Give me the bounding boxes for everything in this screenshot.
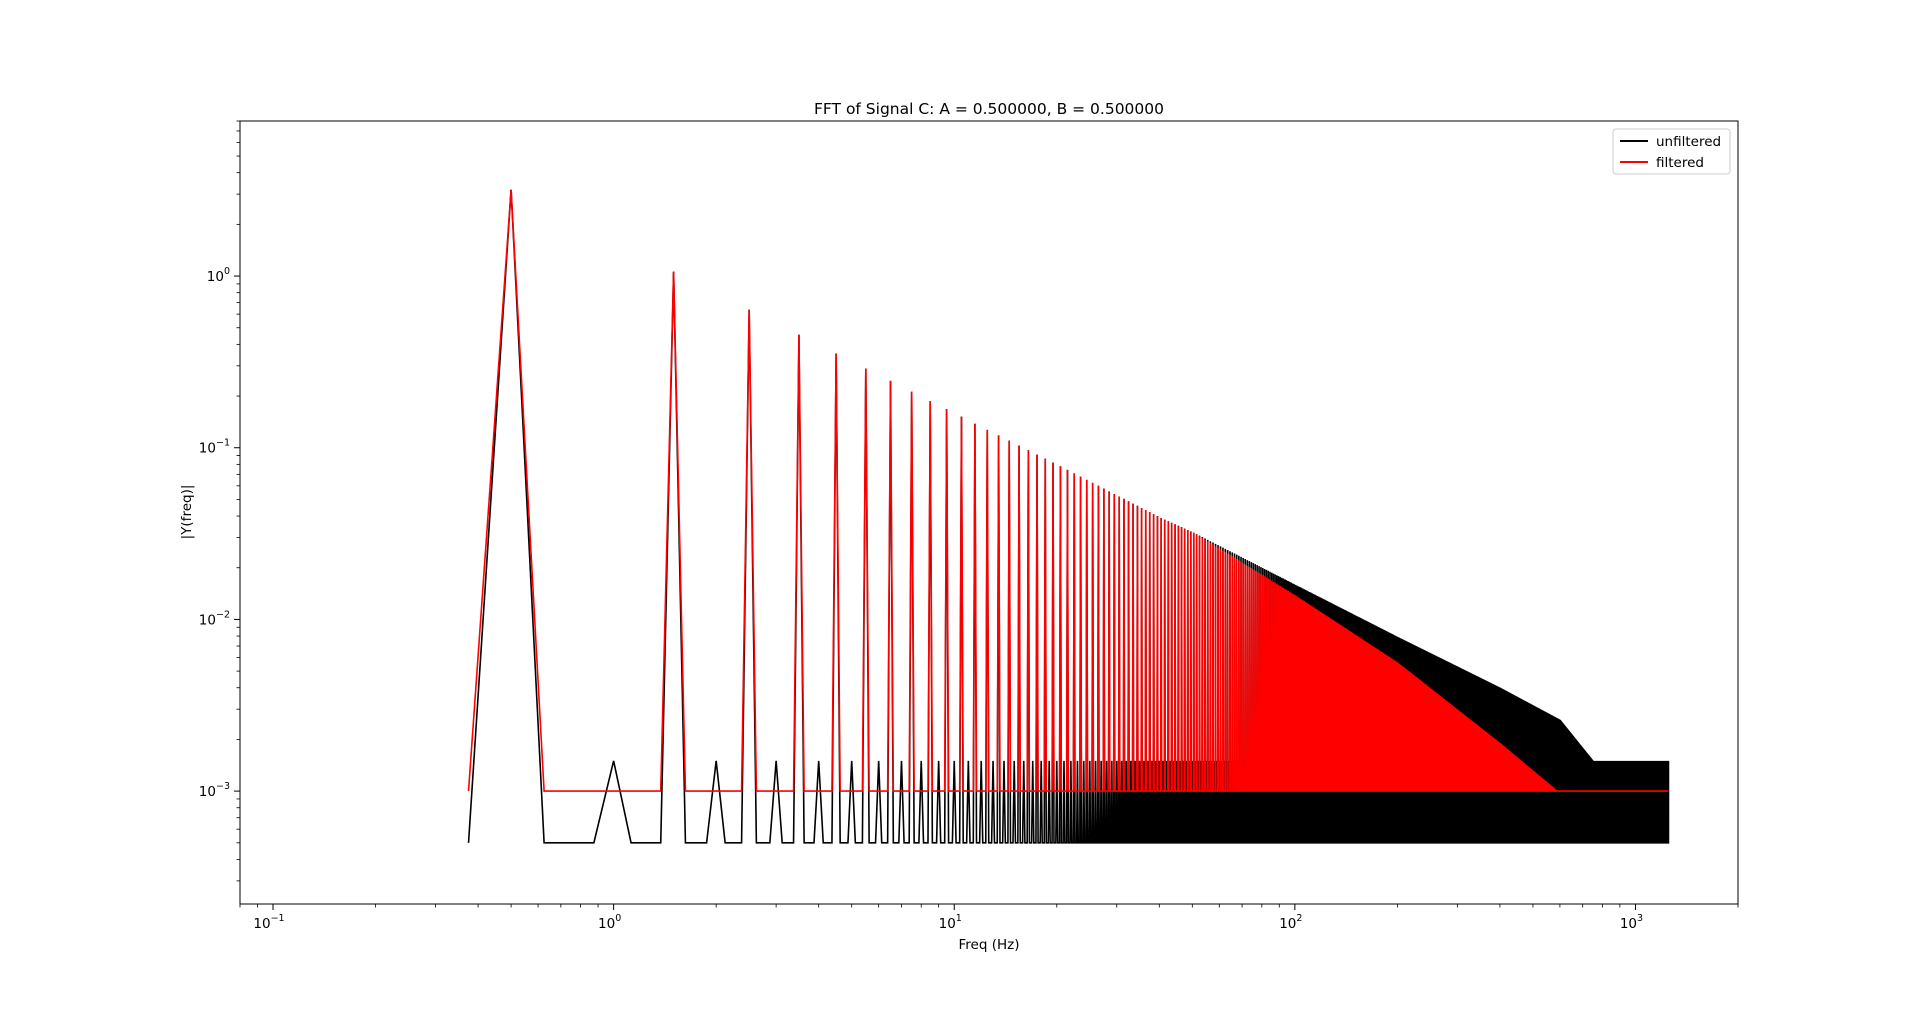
series-line-unfiltered xyxy=(467,189,1670,844)
x-tick-label: 10−1 xyxy=(253,913,284,932)
legend: unfiltered filtered xyxy=(1612,128,1731,175)
y-tick-label: 100 xyxy=(207,266,230,285)
x-tick-label: 100 xyxy=(598,913,621,932)
x-tick-label: 103 xyxy=(1620,913,1643,932)
y-tick-label: 10−1 xyxy=(199,438,230,457)
y-tick-label: 10−3 xyxy=(199,781,230,800)
x-tick-label: 101 xyxy=(939,913,962,932)
chart-title: FFT of Signal C: A = 0.500000, B = 0.500… xyxy=(814,100,1164,118)
y-axis-label: |Y(freq)| xyxy=(179,485,195,540)
series-layer xyxy=(467,189,1670,844)
plot-frame xyxy=(239,120,1739,905)
y-axis-ticks: 10−3 10−2 10−1 100 xyxy=(199,120,240,882)
y-tick-label: 10−2 xyxy=(199,609,230,628)
legend-label-unfiltered: unfiltered xyxy=(1656,134,1721,150)
x-tick-label: 102 xyxy=(1279,913,1302,932)
x-axis-label: Freq (Hz) xyxy=(959,937,1020,953)
x-axis-ticks: 10−1 100 101 102 103 xyxy=(239,904,1739,932)
legend-label-filtered: filtered xyxy=(1656,155,1704,171)
series-line-filtered xyxy=(467,189,1669,792)
